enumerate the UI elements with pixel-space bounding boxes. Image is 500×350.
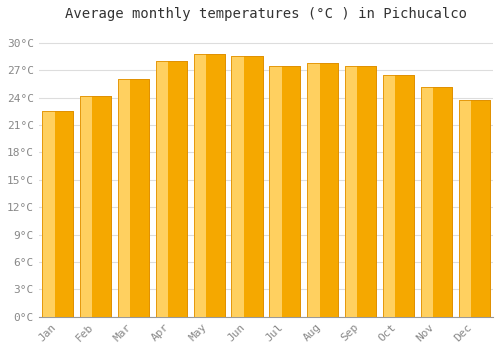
Bar [270,65,282,317]
Bar [118,79,130,317]
Bar [307,63,320,317]
Bar [156,61,168,317]
Bar [458,100,490,317]
Bar [458,100,490,317]
Bar [345,65,358,317]
Bar [345,65,376,317]
Bar [156,61,187,317]
Bar [232,56,244,317]
Bar [421,86,452,317]
Bar [80,96,111,317]
Bar [118,79,149,317]
Bar [194,54,224,317]
Bar [307,63,338,317]
Bar [156,61,187,317]
Bar [421,86,452,317]
Bar [270,65,300,317]
Bar [383,75,414,317]
Bar [80,96,92,317]
Bar [118,79,149,317]
Bar [194,54,224,317]
Bar [421,86,433,317]
Bar [42,111,74,317]
Bar [383,75,414,317]
Bar [270,65,300,317]
Bar [345,65,376,317]
Bar [80,96,111,317]
Bar [42,111,54,317]
Bar [42,111,74,317]
Bar [307,63,338,317]
Bar [383,75,396,317]
Bar [232,56,262,317]
Bar [194,54,206,317]
Title: Average monthly temperatures (°C ) in Pichucalco: Average monthly temperatures (°C ) in Pi… [65,7,467,21]
Bar [232,56,262,317]
Bar [458,100,471,317]
